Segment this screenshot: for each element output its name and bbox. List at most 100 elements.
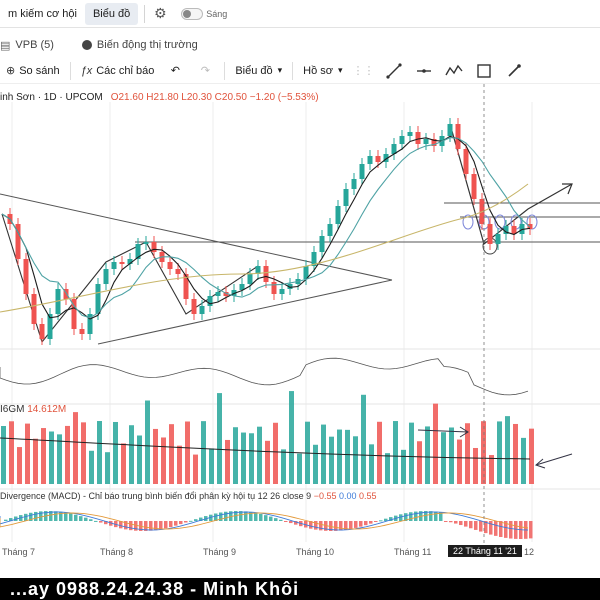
macd-hist-bar [244,511,248,521]
macd-hist-bar [29,512,33,521]
indicators-button[interactable]: ƒx Các chỉ báo [75,59,161,83]
macd-hist-bar [149,521,153,531]
chart-type-dropdown[interactable]: Biểu đồ ▾ [229,59,288,83]
candle-body [103,269,109,284]
macd-hist-bar [74,514,78,521]
volume-bar [281,449,286,484]
candle-body [223,292,229,296]
volume-bar [89,450,94,484]
candle-body [391,144,397,154]
price-chart[interactable] [0,84,600,544]
cursor-date-label: 22 Tháng 11 '21 [448,545,522,557]
candle-body [63,289,69,299]
volume-bar [489,455,494,484]
arrow-head [535,458,546,469]
macd-hist-bar [184,521,188,523]
macd-hist-bar [59,511,63,521]
tab-label: Biến động thị trường [96,39,198,51]
compare-button[interactable]: ⊕ So sánh [0,59,66,83]
volume-bar [369,444,374,484]
volume-bar [169,424,174,484]
plus-circle-icon: ⊕ [6,65,16,77]
macd-hist-bar [434,511,438,521]
volume-bar [137,435,142,484]
candle-body [287,284,293,289]
volume-bar [9,421,14,484]
undo-icon[interactable]: ↶ [170,65,180,77]
horizontal-line-icon[interactable] [412,60,436,82]
macd-hist-bar [414,511,418,521]
volume-bar [113,421,118,484]
macd-hist-bar [179,521,183,525]
volume-bar [401,449,406,484]
macd-hist-bar [509,521,513,539]
macd-hist-bar [294,521,298,525]
projection-line [449,123,573,246]
moving-averages-layer [0,135,531,320]
volume-bar [105,452,110,484]
volume-bar [473,447,478,484]
brush-icon[interactable] [502,60,526,82]
volume-bar [177,445,182,484]
macd-layer [0,511,533,539]
macd-hist-bar [409,512,413,521]
candle-body [487,224,493,244]
rsi-line [0,357,529,396]
redo-icon[interactable]: ↷ [200,65,210,77]
macd-hist-bar [199,517,203,521]
macd-hist-bar [129,521,133,531]
candle-body [511,226,517,234]
candle-body [143,242,149,244]
trend-line-icon[interactable] [382,60,406,82]
tab-market-movement[interactable]: Biến động thị trường [81,39,198,51]
candle-body [135,244,141,259]
candle-body [423,139,429,144]
chart-toolbar: ⊕ So sánh ƒx Các chỉ báo ↶ ↷ Biểu đồ ▾ H… [0,58,600,84]
candle-body [79,329,85,334]
volume-bar [145,400,150,484]
macd-hist-bar [104,521,108,525]
tab-label: m kiếm cơ hội [8,7,77,20]
volume-bar [129,425,134,484]
theme-toggle[interactable]: Sáng [181,7,227,20]
macd-hist-bar [169,521,173,528]
handle-marker [462,214,474,230]
volume-bar [273,422,278,484]
top-bar: m kiếm cơ hội Biểu đồ ⚙ Sáng [0,0,600,28]
volume-bar [297,453,302,484]
rsi-layer [0,357,529,396]
volume-bar [337,429,342,484]
candle-body [375,156,381,162]
volume-bar [49,431,54,484]
macd-hist-bar [459,521,463,526]
volume-bar [57,434,62,484]
macd-hist-bar [174,521,178,526]
candle-body [399,136,405,144]
candle-body [191,299,197,314]
tab-opportunity-search[interactable]: m kiếm cơ hội [0,0,85,28]
divider [144,4,146,23]
macd-hist-bar [134,521,138,531]
candle-body [239,284,245,290]
macd-hist-bar [444,521,448,522]
tab-label: VPB (5) [15,39,54,51]
macd-hist-bar [194,519,198,521]
macd-hist-bar [379,520,383,522]
template-dropdown[interactable]: Hồ sơ ▾ [297,59,348,83]
button-label: Các chỉ báo [96,64,155,77]
macd-hist-bar [464,521,468,527]
rectangle-icon[interactable] [472,60,496,82]
tab-chart[interactable]: Biểu đồ [84,2,139,25]
macd-hist-bar [24,513,28,521]
volume-bar [33,438,38,484]
gear-icon[interactable]: ⚙ [153,5,167,21]
signal-line [0,512,529,530]
chart-icon: ▤ [0,39,11,52]
tab-vpb[interactable]: ▤ VPB (5) [0,39,54,52]
drag-handle-icon[interactable]: ⋮⋮ [352,65,375,77]
pattern-icon[interactable] [442,60,466,82]
volume-bar [185,421,190,484]
volume-bar [465,423,470,484]
macd-hist-bar [279,519,283,521]
tab-label: Biểu đồ [92,7,131,20]
